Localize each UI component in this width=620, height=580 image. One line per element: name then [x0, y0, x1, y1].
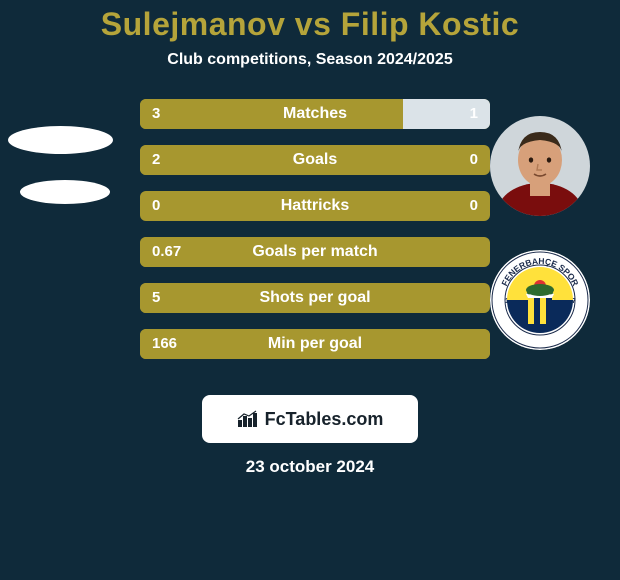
stat-value-right: 0: [470, 145, 478, 175]
stat-row: 0.67Goals per match: [140, 237, 490, 267]
watermark: FcTables.com: [202, 395, 418, 443]
placeholder-shape: [20, 180, 110, 204]
stat-value-right: 0: [470, 191, 478, 221]
stat-value-right: 1: [470, 99, 478, 129]
date: 23 october 2024: [0, 457, 620, 477]
club-badge: FENERBAHÇE SPOR KULÜBÜ 19 07: [490, 250, 590, 350]
content: Sulejmanov vs Filip Kostic Club competit…: [0, 0, 620, 580]
stat-label: Matches: [140, 99, 490, 129]
page-title: Sulejmanov vs Filip Kostic: [0, 6, 620, 43]
stat-label: Goals: [140, 145, 490, 175]
stat-row: 3Matches1: [140, 99, 490, 129]
stat-row: 5Shots per goal: [140, 283, 490, 313]
stat-label: Shots per goal: [140, 283, 490, 313]
subtitle: Club competitions, Season 2024/2025: [0, 51, 620, 69]
stat-row: 0Hattricks0: [140, 191, 490, 221]
stat-label: Goals per match: [140, 237, 490, 267]
placeholder-shape: [8, 126, 113, 154]
stat-label: Min per goal: [140, 329, 490, 359]
watermark-text: FcTables.com: [265, 409, 384, 430]
stat-row: 166Min per goal: [140, 329, 490, 359]
comparison-bars: 3Matches12Goals00Hattricks00.67Goals per…: [140, 99, 490, 375]
player-right-avatar: [490, 116, 590, 216]
player-left-avatar: [8, 116, 113, 221]
bar-chart-icon: [237, 410, 259, 428]
stat-row: 2Goals0: [140, 145, 490, 175]
stat-label: Hattricks: [140, 191, 490, 221]
